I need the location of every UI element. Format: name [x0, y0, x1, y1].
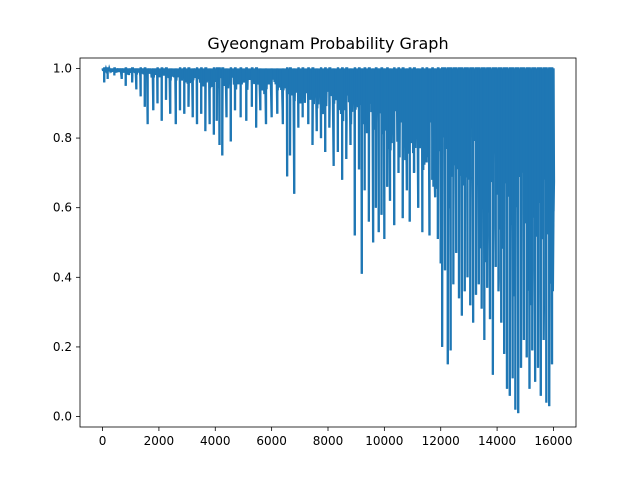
x-tick-label: 0 [99, 434, 107, 448]
x-tick-label: 4000 [200, 434, 231, 448]
x-tick-label: 14000 [478, 434, 516, 448]
axes: 0 2000 4000 6000 8000 10000 12000 14000 16000 0.0… [53, 57, 577, 448]
y-tick-label: 0.2 [53, 340, 72, 354]
y-tick-label: 0.4 [53, 270, 72, 284]
x-tick-label: 10000 [365, 434, 403, 448]
x-tick-label: 8000 [313, 434, 344, 448]
x-tick-label: 6000 [256, 434, 287, 448]
chart-title: Gyeongnam Probability Graph [207, 34, 448, 53]
plot-area [101, 64, 556, 414]
y-tick-label: 0.6 [53, 201, 72, 215]
x-tick-label: 16000 [534, 434, 572, 448]
x-tick-label: 12000 [422, 434, 460, 448]
x-tick-label: 2000 [144, 434, 175, 448]
y-tick-label: 0.0 [53, 410, 72, 424]
y-tick-label: 0.8 [53, 131, 72, 145]
y-tick-label: 1.0 [53, 61, 72, 75]
